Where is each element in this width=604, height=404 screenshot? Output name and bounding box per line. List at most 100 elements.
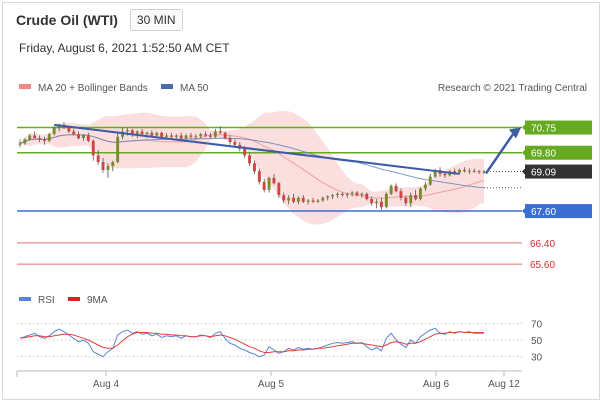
candle-body xyxy=(321,197,325,201)
forecast-arrow-shaft xyxy=(484,133,515,175)
candle-body xyxy=(482,171,486,173)
title-row: Crude Oil (WTI) 30 MIN xyxy=(16,9,183,31)
candle-body xyxy=(43,139,46,141)
candle-body xyxy=(326,196,330,198)
candle-body xyxy=(282,195,286,201)
candle-body xyxy=(467,170,471,172)
x-axis-ticks: Aug 4 Aug 5 Aug 6 Aug 12 xyxy=(93,371,520,390)
candle-body xyxy=(101,162,105,170)
legend-label-bollinger: MA 20 + Bollinger Bands xyxy=(38,83,148,94)
candle-body xyxy=(477,171,481,173)
rsi-line xyxy=(19,327,484,358)
level-label-target: 65.60 xyxy=(530,260,555,271)
candle-body xyxy=(355,192,359,196)
level-badge-pointer xyxy=(522,167,526,176)
candle-body xyxy=(443,173,447,176)
candle-body xyxy=(345,193,349,196)
candle-body xyxy=(155,132,159,136)
candle-body xyxy=(360,193,364,196)
candle-body xyxy=(169,135,173,137)
forecast-arrow-head xyxy=(509,127,521,139)
candle-body xyxy=(165,135,168,137)
candle-body xyxy=(463,170,466,172)
legend-swatch-rsi xyxy=(19,297,31,301)
candle-body xyxy=(179,135,183,139)
legend-swatch-9ma xyxy=(68,297,80,301)
level-badge-price xyxy=(525,164,592,179)
candle-body xyxy=(287,197,291,201)
level-labels: 70.75 69.80 69.09 67.60 66.40 65.60 xyxy=(522,120,592,271)
legend-swatch-ma50 xyxy=(161,84,173,89)
candle-body xyxy=(18,143,22,145)
candle-body xyxy=(380,201,383,208)
legend-swatch-bollinger xyxy=(19,84,31,89)
candle-body xyxy=(453,171,457,173)
candle-body xyxy=(160,132,164,137)
price-panel xyxy=(17,110,522,265)
candle-body xyxy=(145,132,149,135)
candle-body xyxy=(243,148,247,156)
candle-body xyxy=(292,197,295,202)
candle-body xyxy=(419,188,422,200)
candle-body xyxy=(91,140,95,156)
rsi-tick-label: 50 xyxy=(531,336,543,347)
candle-body xyxy=(82,135,85,139)
candle-body xyxy=(399,191,403,198)
candle-body xyxy=(472,170,476,172)
candle-body xyxy=(248,155,251,164)
level-label-target: 66.40 xyxy=(530,239,555,250)
candle-body xyxy=(458,170,461,173)
level-badge-text: 69.09 xyxy=(531,168,556,179)
candle-body xyxy=(23,139,27,144)
x-tick-label: Aug 12 xyxy=(488,379,520,390)
candle-body xyxy=(174,135,178,137)
candle-body xyxy=(38,138,41,140)
candle-body xyxy=(111,162,115,166)
rsi-ma-line xyxy=(19,331,484,353)
candle-body xyxy=(140,131,144,135)
level-badge-text: 69.80 xyxy=(531,149,556,160)
legend-label-rsi: RSI xyxy=(38,295,55,306)
candle-body xyxy=(213,131,217,137)
x-tick-label: Aug 6 xyxy=(423,379,450,390)
candle-body xyxy=(28,135,32,140)
candle-body xyxy=(336,193,339,196)
candle-body xyxy=(228,138,232,143)
candle-body xyxy=(272,177,276,184)
credit-text: Research © 2021 Trading Central xyxy=(438,83,587,94)
candle-body xyxy=(423,184,427,189)
instrument-title: Crude Oil (WTI) xyxy=(16,12,118,28)
level-badge-text: 67.60 xyxy=(531,207,556,218)
candle-body xyxy=(233,142,237,145)
candle-body xyxy=(52,127,56,135)
candle-body xyxy=(311,200,315,202)
candle-body xyxy=(370,199,374,204)
candle-body xyxy=(209,135,212,137)
rsi-tick-label: 70 xyxy=(531,319,543,330)
candle-body xyxy=(316,200,320,202)
legend-label-9ma: 9MA xyxy=(87,295,108,306)
candle-body xyxy=(116,136,120,162)
x-tick-label: Aug 4 xyxy=(93,379,120,390)
candle-body xyxy=(86,135,90,141)
timeframe-badge[interactable]: 30 MIN xyxy=(129,9,183,31)
candle-body xyxy=(194,136,198,138)
trend-line xyxy=(54,123,460,175)
candle-body xyxy=(277,183,281,196)
candle-body xyxy=(77,134,80,139)
rsi-tick-label: 30 xyxy=(531,353,543,364)
rsi-panel: 70 50 30 xyxy=(17,319,543,364)
candle-body xyxy=(384,193,388,208)
candle-body xyxy=(262,181,266,190)
candle-body xyxy=(331,195,334,197)
candle-body xyxy=(340,193,344,196)
level-badge-pointer xyxy=(522,207,526,216)
candle-body xyxy=(130,130,134,135)
timestamp: Friday, August 6, 2021 1:52:50 AM CET xyxy=(19,41,230,55)
candle-body xyxy=(296,197,300,202)
candle-body xyxy=(47,134,51,141)
candle-body xyxy=(106,166,110,170)
candle-body xyxy=(389,185,393,194)
candle-body xyxy=(189,135,193,137)
